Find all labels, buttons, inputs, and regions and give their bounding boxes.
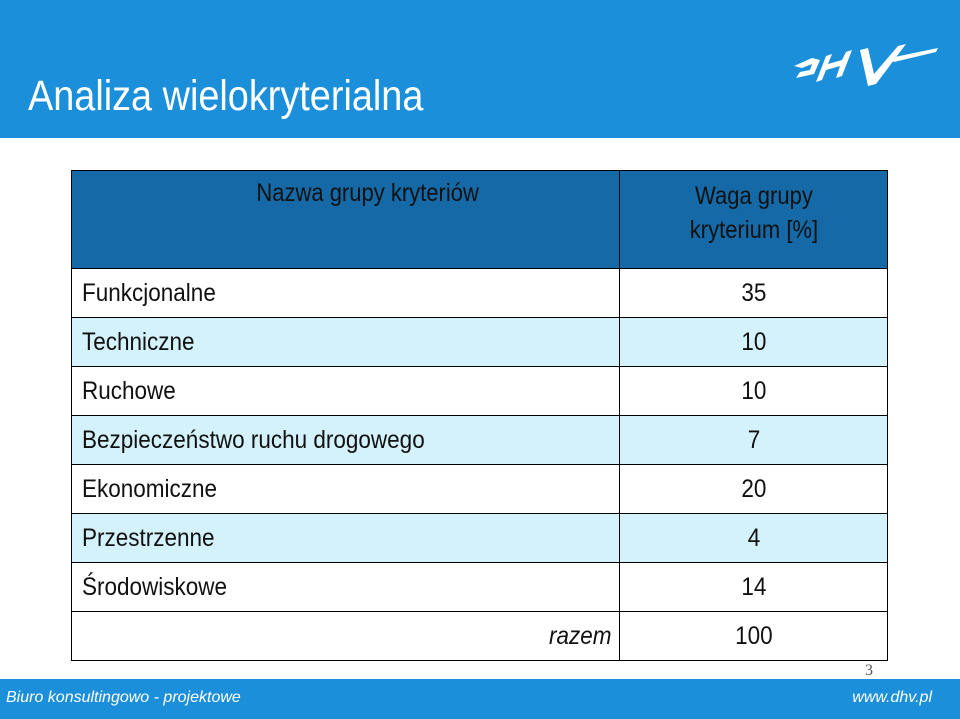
table-row: Przestrzenne 4 bbox=[71, 513, 888, 563]
table-row: Techniczne 10 bbox=[71, 317, 888, 367]
criteria-name-cell: Bezpieczeństwo ruchu drogowego bbox=[71, 415, 620, 465]
criteria-name-cell: Środowiskowe bbox=[71, 562, 620, 612]
table-header-row: Nazwa grupy kryteriów Waga grupy kryteri… bbox=[71, 170, 888, 269]
footer-website-link[interactable]: www.dhv.pl bbox=[852, 689, 932, 706]
weight-header-line1: Waga grupy bbox=[694, 182, 813, 210]
criteria-name-cell: Ekonomiczne bbox=[71, 464, 620, 514]
criteria-table: Nazwa grupy kryteriów Waga grupy kryteri… bbox=[71, 170, 888, 661]
weight-cell: 4 bbox=[619, 513, 888, 563]
total-row: razem 100 bbox=[71, 611, 888, 661]
table-row: Ekonomiczne 20 bbox=[71, 464, 888, 514]
column-header-name: Nazwa grupy kryteriów bbox=[71, 170, 620, 269]
weight-cell: 10 bbox=[619, 317, 888, 367]
total-label-cell: razem bbox=[71, 611, 620, 661]
table-row: Funkcjonalne 35 bbox=[71, 268, 888, 318]
criteria-name-cell: Przestrzenne bbox=[71, 513, 620, 563]
table-row: Ruchowe 10 bbox=[71, 366, 888, 416]
criteria-name-cell: Techniczne bbox=[71, 317, 620, 367]
criteria-name-cell: Funkcjonalne bbox=[71, 268, 620, 318]
criteria-name-cell: Ruchowe bbox=[71, 366, 620, 416]
slide-number: 3 bbox=[865, 662, 873, 679]
title-bar: Analiza wielokryterialna bbox=[0, 0, 960, 138]
footer-bar: Biuro konsultingowo - projektowe www.dhv… bbox=[0, 679, 960, 719]
table-row: Bezpieczeństwo ruchu drogowego 7 bbox=[71, 415, 888, 465]
weight-header-line2: kryterium [%] bbox=[689, 216, 818, 244]
weight-cell: 35 bbox=[619, 268, 888, 318]
slide-title: Analiza wielokryterialna bbox=[28, 72, 424, 120]
weight-cell: 20 bbox=[619, 464, 888, 514]
column-header-weight: Waga grupy kryterium [%] bbox=[619, 170, 888, 269]
dhv-logo bbox=[794, 44, 938, 86]
weight-cell: 14 bbox=[619, 562, 888, 612]
table-row: Środowiskowe 14 bbox=[71, 562, 888, 612]
footer-company-text: Biuro konsultingowo - projektowe bbox=[6, 689, 241, 706]
weight-cell: 10 bbox=[619, 366, 888, 416]
total-value-cell: 100 bbox=[619, 611, 888, 661]
weight-cell: 7 bbox=[619, 415, 888, 465]
